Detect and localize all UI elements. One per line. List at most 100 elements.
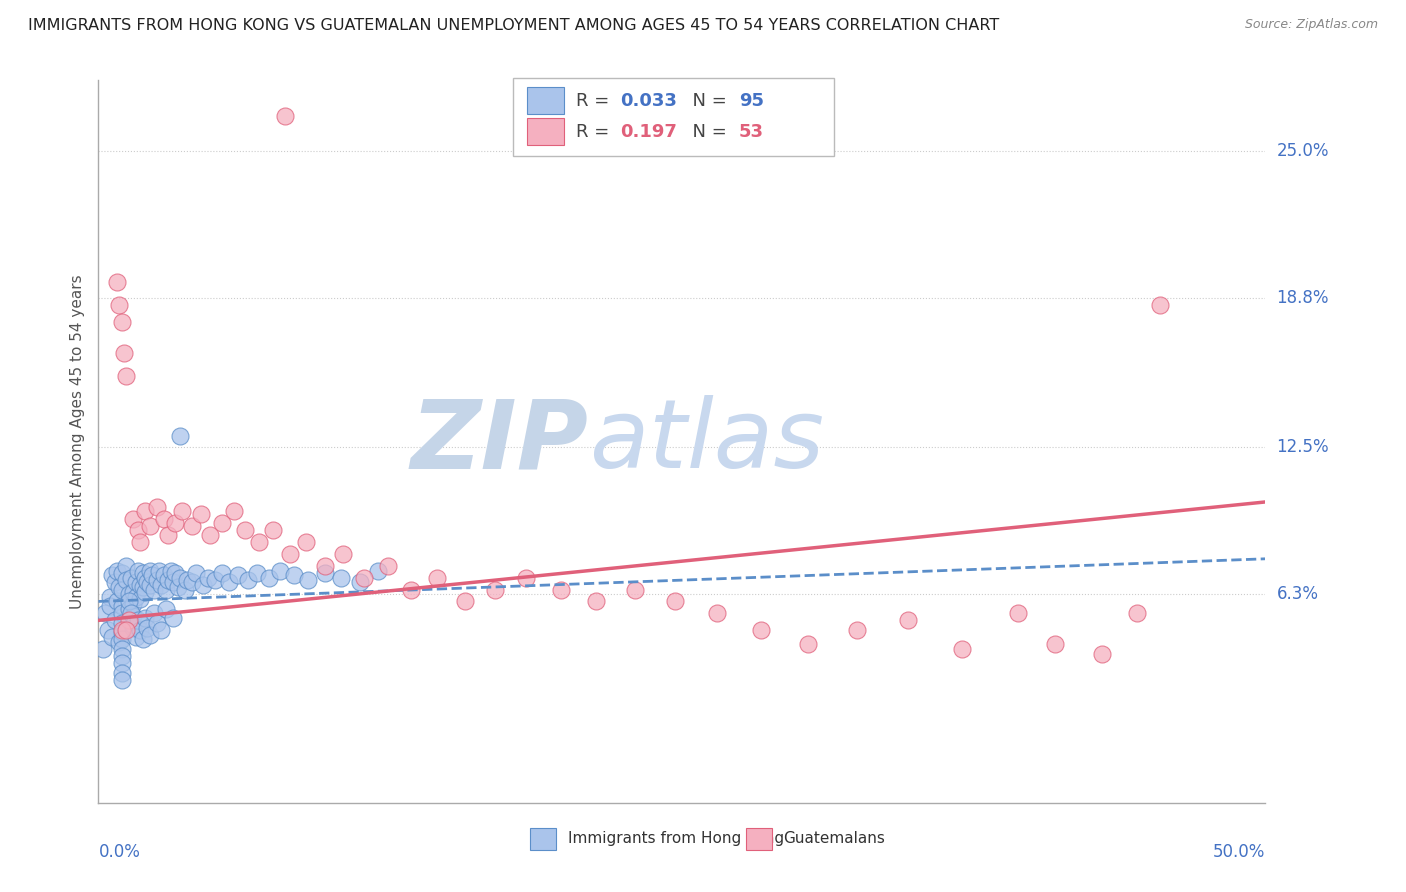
Point (218, 575, 240, 590)
Point (118, 601, 141, 615)
Point (127, 614, 149, 628)
Point (122, 620, 145, 634)
Point (132, 632, 155, 647)
Point (399, 582, 422, 597)
Text: 95: 95 (740, 92, 763, 110)
Point (98, 590, 121, 604)
Point (274, 109, 297, 123)
Point (104, 614, 127, 628)
Text: 25.0%: 25.0% (1277, 143, 1329, 161)
Point (950, 641, 973, 656)
Point (141, 568, 163, 582)
Text: atlas: atlas (589, 395, 824, 488)
Point (98, 599, 121, 614)
Point (108, 298, 131, 312)
Point (897, 614, 920, 628)
FancyBboxPatch shape (747, 828, 772, 850)
Point (211, 566, 233, 580)
Point (139, 518, 162, 533)
Point (180, 518, 202, 533)
Point (122, 608, 145, 623)
Point (706, 607, 728, 621)
Point (1045, 637, 1067, 651)
Point (111, 582, 134, 597)
Point (426, 571, 449, 585)
Point (111, 315, 134, 329)
Point (297, 573, 319, 587)
Point (236, 573, 259, 587)
Point (257, 571, 280, 585)
Point (157, 528, 180, 542)
Point (148, 564, 170, 578)
Text: 18.8%: 18.8% (1277, 289, 1329, 307)
Point (97, 623, 120, 637)
Point (193, 578, 215, 592)
Point (176, 573, 198, 587)
Point (122, 597, 145, 611)
Text: N =: N = (681, 122, 733, 141)
Text: 0.0%: 0.0% (98, 843, 141, 861)
Point (115, 369, 138, 384)
Point (105, 275, 128, 289)
Point (125, 630, 148, 644)
Point (122, 511, 145, 525)
Point (115, 623, 138, 637)
Point (150, 623, 173, 637)
Point (484, 582, 506, 597)
Point (349, 575, 371, 590)
Point (143, 607, 166, 621)
Point (283, 568, 305, 582)
Text: Source: ZipAtlas.com: Source: ZipAtlas.com (1244, 18, 1378, 31)
Point (190, 507, 212, 521)
Point (143, 582, 166, 597)
Point (211, 516, 233, 531)
Point (262, 524, 284, 538)
Point (129, 623, 152, 637)
Point (127, 524, 149, 538)
Point (585, 594, 607, 608)
FancyBboxPatch shape (530, 828, 555, 850)
Point (118, 594, 141, 608)
Point (101, 568, 124, 582)
Text: R =: R = (575, 92, 614, 110)
Point (1007, 607, 1029, 621)
Point (180, 575, 202, 590)
Point (235, 524, 257, 538)
Point (664, 594, 686, 608)
Point (111, 607, 134, 621)
Text: Guatemalans: Guatemalans (783, 831, 886, 847)
Point (159, 564, 181, 578)
Point (550, 582, 572, 597)
Point (165, 516, 187, 531)
Point (111, 648, 134, 663)
Point (125, 590, 148, 604)
Point (91, 641, 114, 656)
Text: ZIP: ZIP (411, 395, 589, 488)
Point (129, 535, 152, 549)
Text: 50.0%: 50.0% (1213, 843, 1265, 861)
Point (111, 665, 134, 680)
Point (377, 558, 399, 573)
Text: N =: N = (681, 92, 733, 110)
Point (246, 566, 269, 580)
Point (146, 573, 169, 587)
Point (353, 571, 375, 585)
Point (111, 566, 134, 580)
Point (515, 571, 537, 585)
Point (222, 504, 245, 518)
Point (111, 656, 134, 670)
Point (122, 585, 145, 599)
Point (136, 575, 159, 590)
Point (136, 620, 159, 634)
Point (155, 601, 177, 615)
Point (249, 535, 271, 549)
Point (454, 594, 477, 608)
Point (278, 547, 301, 561)
Point (105, 594, 128, 608)
Point (111, 632, 134, 647)
Point (94, 607, 117, 621)
Point (1126, 607, 1149, 621)
Point (105, 564, 128, 578)
Point (169, 428, 191, 442)
Point (134, 585, 156, 599)
